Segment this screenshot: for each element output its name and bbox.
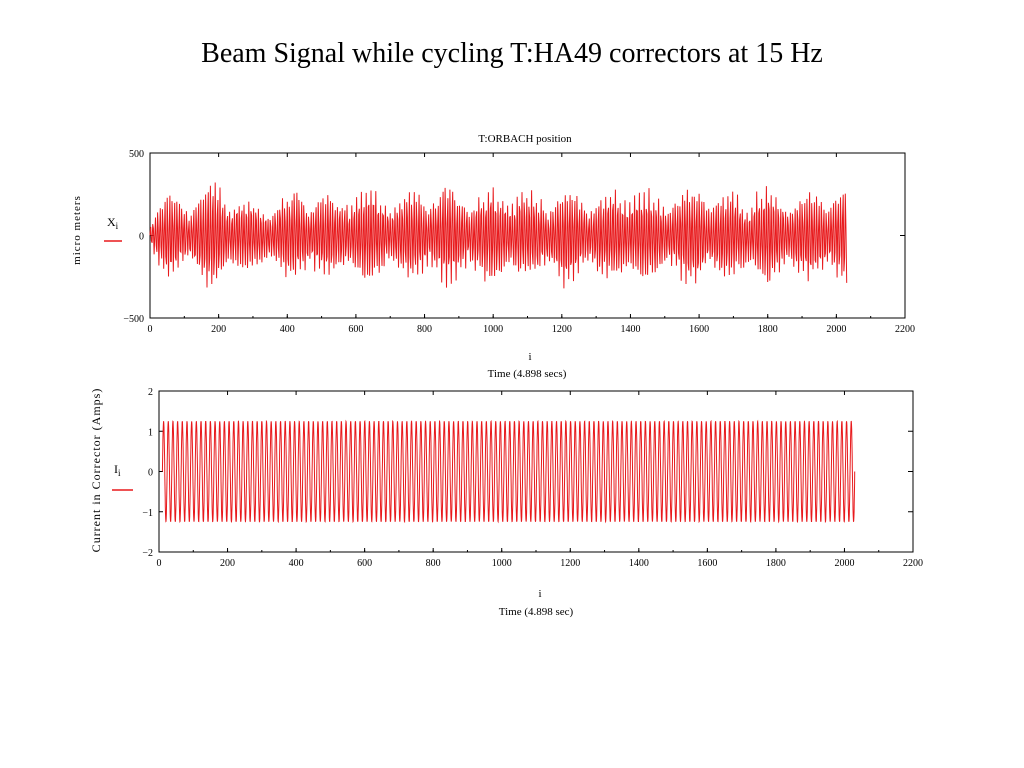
chart2-series-line — [161, 419, 856, 524]
chart2-xtick-label: 2200 — [903, 558, 923, 569]
chart1-xtick-label: 400 — [280, 324, 295, 335]
chart2-ytick-label: 1 — [148, 427, 153, 438]
chart1-xtick-label: 1200 — [552, 324, 572, 335]
chart1-legend-label: Xi — [107, 215, 119, 231]
chart2-ylabel: Current in Corrector (Amps) — [89, 388, 103, 553]
chart1-xtick-label: 800 — [417, 324, 432, 335]
chart2-ytick-label: −1 — [142, 508, 153, 519]
chart2-legend-label: Ii — [114, 462, 121, 478]
chart1-xtick-label: 1000 — [483, 324, 503, 335]
chart2-xtick-label: 1000 — [492, 558, 512, 569]
chart1-xtick-label: 1400 — [620, 324, 640, 335]
chart2-ytick-label: 2 — [148, 387, 153, 398]
chart1-xlabel2: Time (4.898 secs) — [488, 368, 567, 380]
chart1-ytick-label: 0 — [139, 232, 144, 243]
chart2-xlabel: i — [538, 588, 541, 600]
chart2-xtick-label: 600 — [357, 558, 372, 569]
chart2-xtick-label: 200 — [220, 558, 235, 569]
chart1-xtick-label: 2200 — [895, 324, 915, 335]
chart1-ylabel: micro meters — [71, 195, 83, 265]
chart1-xtick-label: 600 — [348, 324, 363, 335]
chart1-xtick-label: 1600 — [689, 324, 709, 335]
chart1-title: T:ORBACH position — [478, 133, 572, 145]
chart2-xtick-label: 800 — [426, 558, 441, 569]
chart2-ytick-label: 0 — [148, 468, 153, 479]
chart2-xtick-label: 2000 — [834, 558, 854, 569]
slide-title: Beam Signal while cycling T:HA49 correct… — [201, 38, 823, 69]
chart1-xtick-label: 0 — [148, 324, 153, 335]
chart2-xtick-label: 1200 — [560, 558, 580, 569]
chart2-xlabel2: Time (4.898 sec) — [499, 606, 574, 618]
chart2-xtick-label: 400 — [289, 558, 304, 569]
chart1-ytick-label: −500 — [123, 314, 144, 325]
chart1-xtick-label: 200 — [211, 324, 226, 335]
chart1-series-line — [149, 182, 848, 289]
chart2-ytick-label: −2 — [142, 548, 153, 559]
chart1-xtick-label: 1800 — [758, 324, 778, 335]
chart2-xtick-label: 0 — [157, 558, 162, 569]
chart2-xtick-label: 1600 — [697, 558, 717, 569]
chart1-xlabel: i — [528, 351, 531, 363]
chart1-xtick-label: 2000 — [826, 324, 846, 335]
chart1-ytick-label: 500 — [129, 149, 144, 160]
chart2-xtick-label: 1400 — [629, 558, 649, 569]
chart2-xtick-label: 1800 — [766, 558, 786, 569]
